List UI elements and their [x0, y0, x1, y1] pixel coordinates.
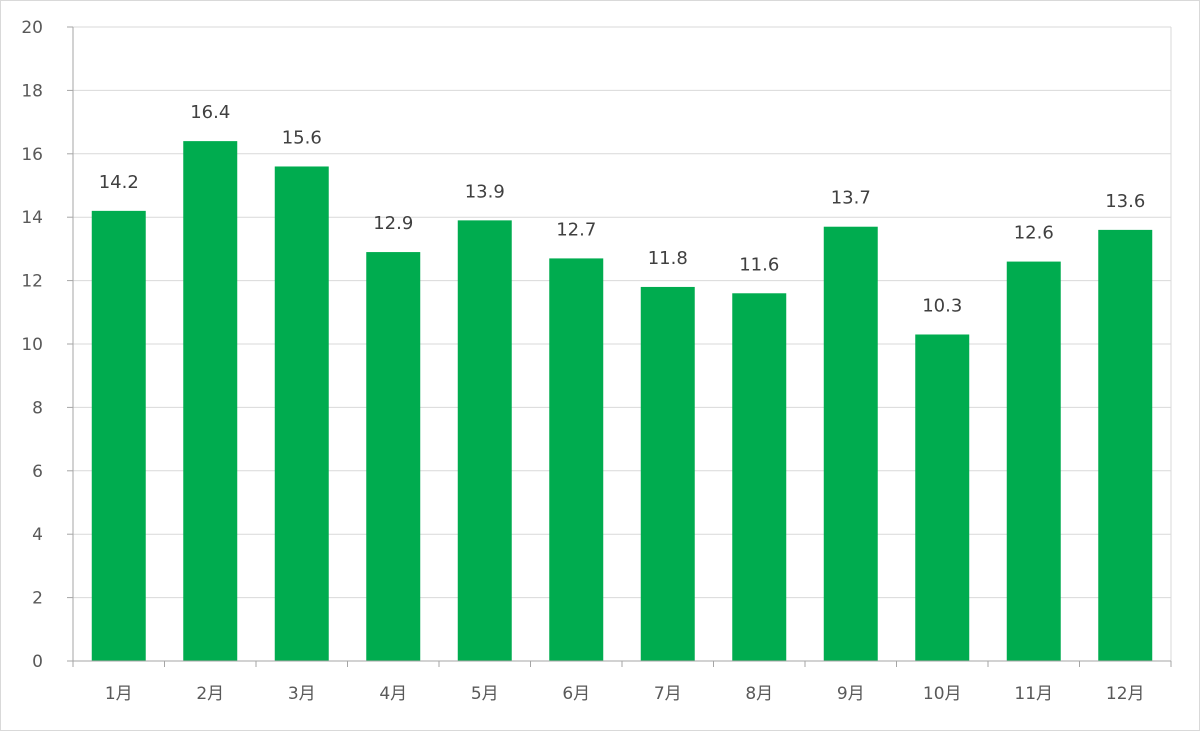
y-tick-label: 18 — [21, 81, 43, 101]
bar — [1098, 229, 1153, 661]
data-label: 15.6 — [282, 127, 322, 148]
data-label: 12.6 — [1014, 223, 1054, 244]
x-tick-label: 1月 — [105, 684, 133, 704]
gridlines — [73, 26, 1172, 661]
x-tick-label: 11月 — [1014, 684, 1053, 704]
x-tick-label: 10月 — [923, 684, 962, 704]
data-labels: 14.2 16.4 15.6 12.9 13.9 12.7 11.8 11.6 13.7 10.3… — [99, 102, 1146, 316]
bar — [549, 258, 604, 661]
data-label: 13.6 — [1105, 191, 1145, 212]
y-tick-label: 10 — [21, 335, 43, 355]
x-tick-label: 9月 — [837, 684, 865, 704]
data-label: 12.9 — [373, 213, 413, 234]
bar — [366, 252, 421, 661]
data-label: 16.4 — [190, 102, 230, 123]
data-label: 13.7 — [831, 188, 871, 209]
y-tick-label: 14 — [21, 208, 43, 228]
data-label: 13.9 — [465, 181, 505, 202]
bar — [274, 166, 329, 662]
x-tick-label: 7月 — [654, 684, 682, 704]
bar — [1006, 261, 1061, 661]
data-label: 11.8 — [648, 248, 688, 269]
x-tick-label: 3月 — [288, 684, 316, 704]
y-tick-label: 20 — [21, 18, 43, 38]
x-tick-label: 6月 — [562, 684, 590, 704]
y-tick-label: 4 — [32, 525, 43, 545]
y-tick-label: 8 — [32, 398, 43, 418]
data-label: 11.6 — [739, 254, 779, 275]
y-tick-label: 6 — [32, 462, 43, 482]
data-label: 14.2 — [99, 172, 139, 193]
bar — [91, 210, 146, 662]
y-axis: 0 2 4 6 8 10 12 14 16 18 20 — [21, 18, 74, 672]
bar — [183, 141, 238, 661]
x-tick-label: 4月 — [379, 684, 407, 704]
bar — [457, 220, 512, 661]
data-label: 12.7 — [556, 219, 596, 240]
bars — [91, 141, 1153, 662]
x-tick-label: 12月 — [1106, 684, 1145, 704]
data-label: 10.3 — [922, 295, 962, 316]
bar — [640, 286, 695, 661]
y-tick-label: 0 — [32, 652, 43, 672]
y-tick-label: 16 — [21, 145, 43, 165]
x-tick-label: 2月 — [196, 684, 224, 704]
bar — [823, 226, 878, 661]
bar — [732, 293, 787, 661]
y-tick-label: 2 — [32, 589, 43, 609]
x-tick-label: 5月 — [471, 684, 499, 704]
bar — [915, 334, 970, 661]
y-tick-label: 12 — [21, 272, 43, 292]
x-tick-label: 8月 — [745, 684, 773, 704]
x-axis: 1月 2月 3月 4月 5月 6月 7月 8月 9月 10月 11月 12月 — [72, 660, 1172, 704]
